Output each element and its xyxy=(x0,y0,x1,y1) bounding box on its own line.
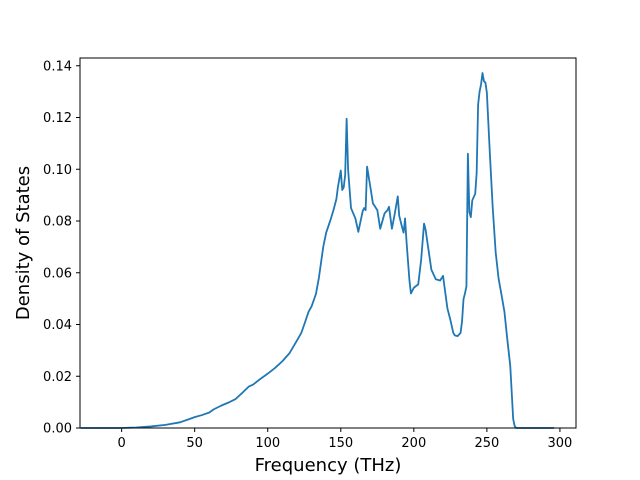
x-tick-label: 100 xyxy=(255,436,280,451)
x-tick-label: 0 xyxy=(117,436,125,451)
x-tick-label: 50 xyxy=(186,436,203,451)
y-tick-label: 0.08 xyxy=(43,215,72,230)
y-tick-label: 0.14 xyxy=(43,59,72,74)
x-axis-label: Frequency (THz) xyxy=(255,455,402,476)
y-tick-label: 0.02 xyxy=(43,370,72,385)
y-tick-label: 0.10 xyxy=(43,163,72,178)
y-tick-label: 0.06 xyxy=(43,266,72,281)
x-tick-label: 200 xyxy=(401,436,426,451)
x-tick-label: 250 xyxy=(474,436,499,451)
x-axis-ticks: 0 50 100 150 200 250 300 xyxy=(117,428,572,451)
y-tick-label: 0.12 xyxy=(43,111,72,126)
y-axis-label: Density of States xyxy=(13,166,34,320)
x-tick-label: 300 xyxy=(548,436,573,451)
x-tick-label: 150 xyxy=(328,436,353,451)
plot-background xyxy=(80,58,576,428)
series-line xyxy=(80,72,555,429)
y-axis-ticks: 0.00 0.02 0.04 0.06 0.08 0.10 0.12 0.14 xyxy=(43,59,80,437)
plot-frame xyxy=(79,57,577,429)
y-tick-label: 0.00 xyxy=(43,422,72,437)
y-tick-label: 0.04 xyxy=(43,318,72,333)
